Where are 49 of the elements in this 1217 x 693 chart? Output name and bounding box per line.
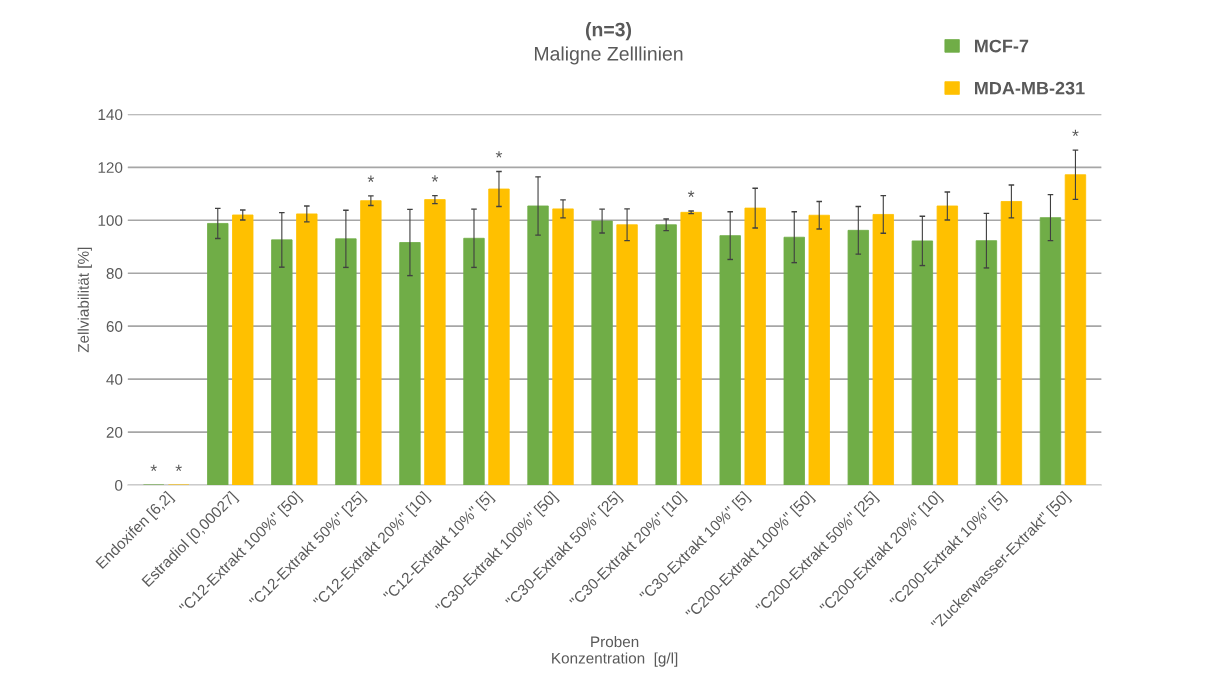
bar: [655, 224, 677, 486]
bar: [847, 229, 869, 486]
data-label: *: [150, 464, 157, 472]
legend-label: MCF-7: [975, 39, 1029, 53]
data-label: *: [367, 175, 375, 182]
y-tick-label: 80: [106, 268, 123, 279]
bar: [271, 239, 293, 486]
y-axis-title: Zellviabilität [%]: [77, 247, 92, 353]
y-tick-label: 120: [98, 162, 123, 173]
bar: [207, 223, 229, 486]
y-tick-label: 20: [106, 427, 123, 438]
chart-subtitle: Maligne Zelllinien: [534, 46, 683, 65]
x-axis-title: Proben Konzentration [g/l]: [552, 635, 678, 667]
bar: [1064, 174, 1087, 486]
bar: [911, 240, 934, 486]
y-tick-label: 60: [106, 321, 123, 332]
bar: [399, 242, 421, 486]
bar: [936, 205, 959, 486]
y-tick-label: 100: [98, 215, 123, 226]
bar: [680, 211, 702, 486]
bar: [872, 214, 894, 486]
bar: [296, 213, 318, 486]
bar: [808, 214, 830, 486]
bar: [527, 205, 549, 486]
bar: [335, 238, 357, 486]
bar: [616, 224, 638, 486]
y-tick-label: 140: [98, 109, 123, 121]
bar: [232, 214, 254, 486]
y-tick-label: 0: [115, 479, 123, 491]
y-tick-label: 40: [106, 374, 123, 385]
bar: [744, 207, 766, 486]
data-label: *: [495, 151, 503, 158]
bar: [424, 199, 446, 486]
bar: [783, 236, 805, 486]
bar: [1000, 201, 1023, 486]
bar: [552, 208, 574, 486]
bar: [488, 188, 510, 486]
bar: [719, 235, 741, 486]
bar: [1039, 217, 1062, 486]
data-label: *: [1072, 129, 1079, 137]
legend-label: MDA-MB-231: [975, 81, 1085, 95]
data-label: *: [431, 175, 439, 182]
data-label: *: [175, 464, 182, 472]
bar: [360, 200, 382, 486]
bar: [975, 240, 998, 486]
data-label: *: [687, 190, 695, 198]
chart-title: (n=3): [585, 22, 632, 41]
bar: [591, 220, 613, 486]
bar: [463, 237, 485, 486]
